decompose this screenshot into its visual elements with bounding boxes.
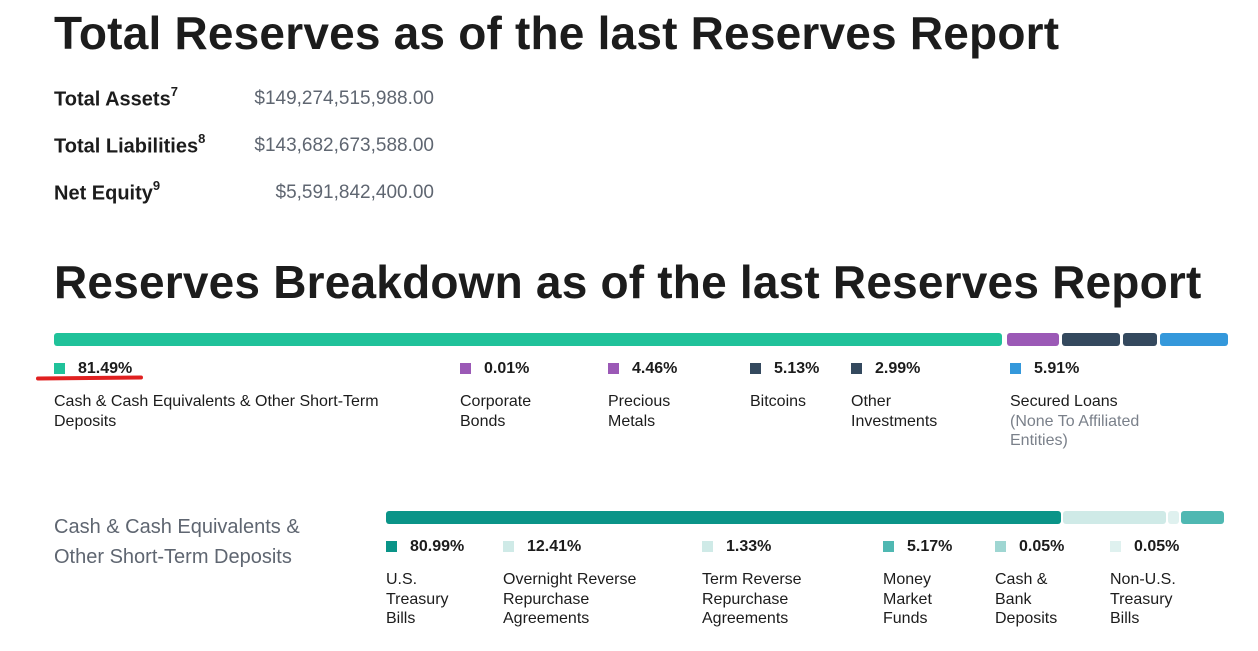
legend-label: Corporate Bonds	[460, 393, 532, 430]
legend-pct: 1.33%	[726, 538, 772, 555]
swatch-icon	[608, 363, 619, 374]
legend-label: Money Market Funds	[883, 571, 932, 627]
cash-section-label: Cash & Cash Equivalents & Other Short-Te…	[54, 516, 300, 568]
legend-pct: 81.49%	[78, 360, 133, 377]
swatch-icon	[702, 541, 713, 552]
legend-pct: 5.17%	[907, 538, 953, 555]
breakdown-bar-bitcoins[interactable]	[1062, 333, 1120, 346]
legend-pct: 5.13%	[774, 360, 820, 377]
legend-label: Cash & Bank Deposits	[995, 571, 1058, 627]
legend-label: Secured Loans (None To Affiliated Entiti…	[1010, 392, 1170, 451]
swatch-icon	[503, 541, 514, 552]
legend-label-sub: (None To Affiliated Entities)	[1010, 412, 1140, 450]
cash-bar-treasury[interactable]	[386, 511, 1061, 524]
swatch-icon	[386, 541, 397, 552]
swatch-icon	[1010, 363, 1021, 374]
footnote-8[interactable]: 8	[198, 131, 206, 146]
red-underline-annotation	[35, 375, 144, 381]
legend-label: Bitcoins	[750, 393, 807, 410]
net-equity-row: Net Equity9 $5,591,842,400.00	[54, 178, 435, 210]
reserves-breakdown-title: Reserves Breakdown as of the last Reserv…	[54, 256, 1202, 308]
legend-pct: 0.01%	[484, 360, 530, 377]
breakdown-bar-other[interactable]	[1123, 333, 1157, 346]
cash-bar-money-market[interactable]	[1181, 511, 1224, 524]
total-assets-label: Total Assets7	[54, 84, 178, 111]
legend-label: Precious Metals	[608, 393, 671, 430]
net-equity-value: $5,591,842,400.00	[275, 182, 435, 203]
swatch-icon	[460, 363, 471, 374]
swatch-icon	[995, 541, 1006, 552]
swatch-icon	[1110, 541, 1121, 552]
legend-label: Cash & Cash Equivalents & Other Short-Te…	[54, 393, 379, 430]
legend-pct: 2.99%	[875, 360, 921, 377]
legend-pct: 4.46%	[632, 360, 678, 377]
legend-label: Overnight Reverse Repurchase Agreements	[503, 571, 637, 627]
legend-label: Non-U.S. Treasury Bills	[1110, 571, 1176, 627]
total-assets-value: $149,274,515,988.00	[254, 88, 434, 109]
net-equity-label: Net Equity9	[54, 178, 161, 205]
legend-label: Other Investments	[851, 393, 938, 430]
breakdown-bar-loans[interactable]	[1160, 333, 1228, 346]
total-reserves-title: Total Reserves as of the last Reserves R…	[54, 7, 1060, 59]
legend-label: U.S. Treasury Bills	[386, 571, 449, 627]
legend-pct: 0.05%	[1019, 538, 1065, 555]
swatch-icon	[851, 363, 862, 374]
legend-pct: 0.05%	[1134, 538, 1180, 555]
swatch-icon	[750, 363, 761, 374]
total-liabilities-row: Total Liabilities8 $143,682,673,588.00	[54, 131, 434, 163]
cash-bar-overnight-repo[interactable]	[1063, 511, 1166, 524]
total-liabilities-label: Total Liabilities8	[54, 131, 206, 158]
legend-label: Term Reverse Repurchase Agreements	[702, 571, 802, 627]
legend-pct: 12.41%	[527, 538, 582, 555]
swatch-icon	[54, 363, 65, 374]
total-assets-row: Total Assets7 $149,274,515,988.00	[54, 84, 434, 116]
cash-bar-term-repo[interactable]	[1168, 511, 1179, 524]
legend-label-main: Secured Loans	[1010, 393, 1118, 410]
footnote-7[interactable]: 7	[170, 84, 178, 99]
swatch-icon	[883, 541, 894, 552]
breakdown-bar-metals[interactable]	[1007, 333, 1059, 346]
total-liabilities-value: $143,682,673,588.00	[254, 135, 434, 156]
legend-pct: 5.91%	[1034, 360, 1080, 377]
breakdown-bar-cash[interactable]	[54, 333, 1002, 346]
legend-pct: 80.99%	[410, 538, 465, 555]
footnote-9[interactable]: 9	[152, 178, 161, 193]
